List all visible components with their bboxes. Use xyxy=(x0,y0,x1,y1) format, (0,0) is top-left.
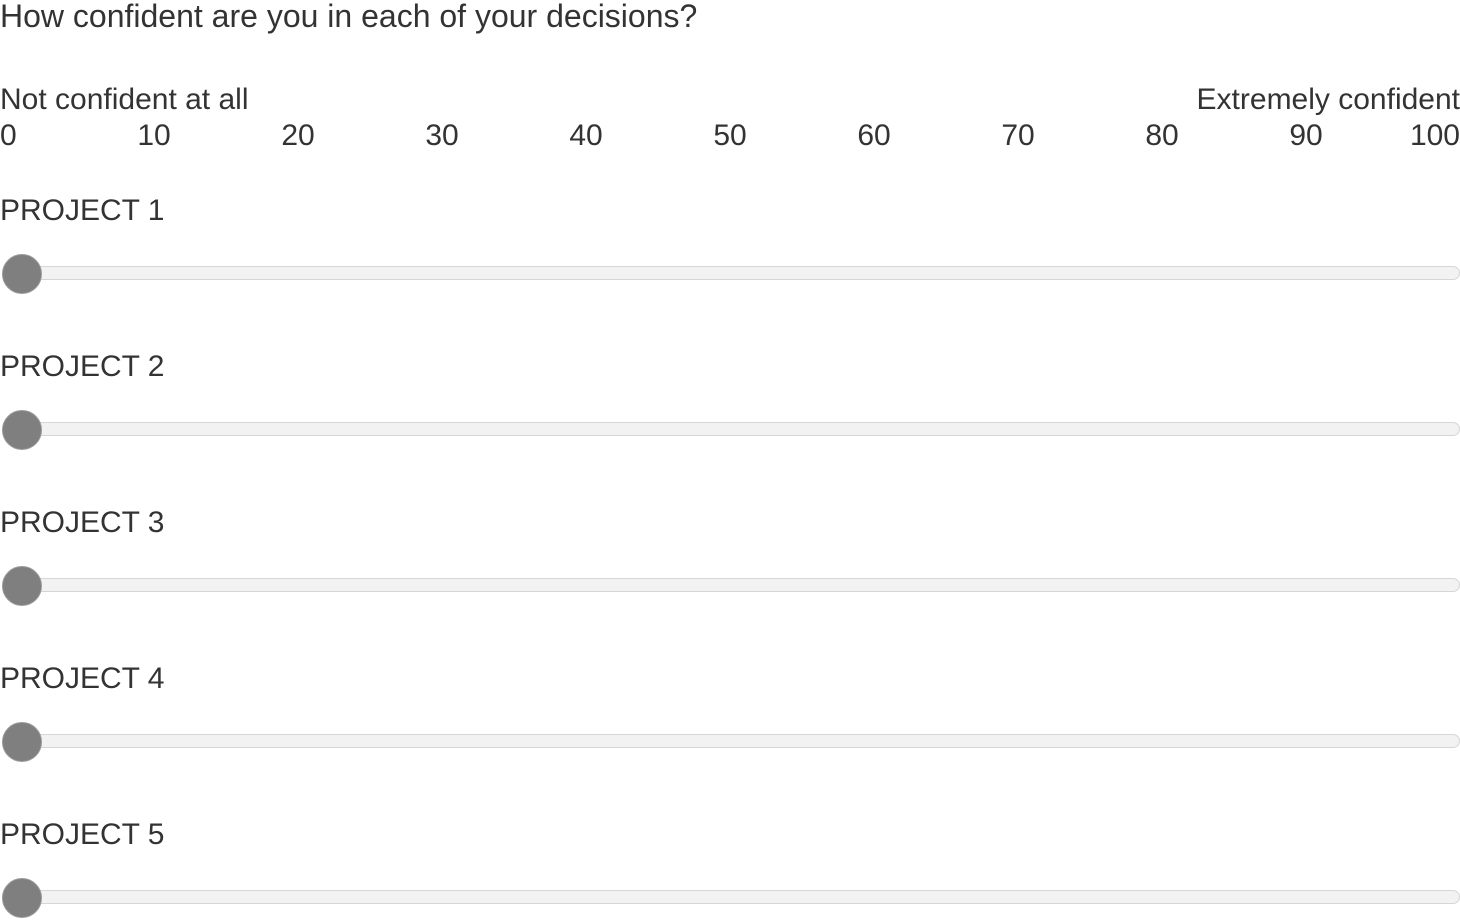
tick-label: 100 xyxy=(1409,119,1460,152)
slider-handle[interactable] xyxy=(2,254,42,294)
tick-label: 70 xyxy=(1001,119,1035,152)
tick-label: 80 xyxy=(1145,119,1179,152)
slider-handle[interactable] xyxy=(2,566,42,606)
statement-label: PROJECT 5 xyxy=(0,818,165,851)
scale-left-anchor: Not confident at all xyxy=(0,83,249,116)
scale-right-anchor: Extremely confident xyxy=(1196,83,1460,116)
statement-label: PROJECT 2 xyxy=(0,350,165,383)
slider-track[interactable] xyxy=(14,422,1460,436)
tick-label: 90 xyxy=(1289,119,1323,152)
slider-handle[interactable] xyxy=(2,722,42,762)
statement-label: PROJECT 4 xyxy=(0,662,165,695)
slider-handle[interactable] xyxy=(2,410,42,450)
slider-row-project-4: PROJECT 4 xyxy=(0,664,1460,774)
question-text: How confident are you in each of your de… xyxy=(0,0,698,34)
tick-label: 20 xyxy=(281,119,315,152)
tick-label: 60 xyxy=(857,119,891,152)
slider-track[interactable] xyxy=(14,266,1460,280)
tick-label: 10 xyxy=(137,119,171,152)
statement-label: PROJECT 1 xyxy=(0,194,165,227)
slider-track[interactable] xyxy=(14,734,1460,748)
statement-label: PROJECT 3 xyxy=(0,506,165,539)
tick-label: 30 xyxy=(425,119,459,152)
slider-track[interactable] xyxy=(14,578,1460,592)
tick-label: 40 xyxy=(569,119,603,152)
tick-label: 0 xyxy=(0,119,17,152)
slider-track[interactable] xyxy=(14,890,1460,904)
scale-tick-labels: 0 10 20 30 40 50 60 70 80 90 100 xyxy=(0,120,1460,154)
slider-row-project-3: PROJECT 3 xyxy=(0,508,1460,618)
slider-row-project-5: PROJECT 5 xyxy=(0,820,1460,923)
slider-row-project-2: PROJECT 2 xyxy=(0,352,1460,462)
tick-label: 50 xyxy=(713,119,747,152)
slider-row-project-1: PROJECT 1 xyxy=(0,196,1460,306)
slider-handle[interactable] xyxy=(2,878,42,918)
